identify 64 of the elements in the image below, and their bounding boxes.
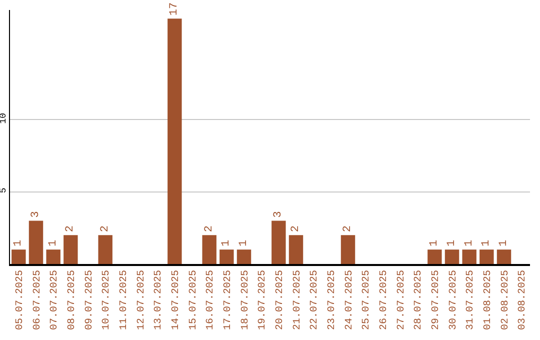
data-label: 3 <box>272 211 285 218</box>
bar <box>202 235 216 264</box>
x-tick-label: 28.07.2025 <box>414 270 425 330</box>
x-tick-label: 19.07.2025 <box>258 270 269 330</box>
x-tick-label: 03.08.2025 <box>518 270 529 330</box>
x-tick-label: 12.07.2025 <box>136 270 148 330</box>
data-label: 2 <box>99 226 112 232</box>
x-tick-label: 13.07.2025 <box>154 270 165 330</box>
x-tick-label: 08.07.2025 <box>66 270 78 330</box>
x-tick-label: 16.07.2025 <box>206 270 217 330</box>
data-label: 1 <box>47 240 60 247</box>
bar <box>340 235 356 264</box>
x-tick-label: 23.07.2025 <box>326 270 338 330</box>
bar <box>236 250 252 264</box>
bar <box>46 250 60 264</box>
x-tick-label: 20.07.2025 <box>274 270 286 330</box>
x-tick-label: 30.07.2025 <box>448 270 460 330</box>
data-label: 2 <box>203 226 216 232</box>
bar <box>98 235 112 264</box>
x-tick-label: 25.07.2025 <box>362 270 373 330</box>
bar <box>496 250 512 264</box>
x-tick-label: 22.07.2025 <box>310 270 321 330</box>
bar <box>220 250 234 264</box>
x-tick-label: 17.07.2025 <box>222 270 234 330</box>
data-label: 17 <box>168 2 181 16</box>
data-label: 2 <box>342 226 354 232</box>
data-label: 1 <box>12 240 25 247</box>
x-tick-label: 10.07.2025 <box>102 270 113 330</box>
x-tick-label: 15.07.2025 <box>188 270 200 330</box>
data-label: 1 <box>498 240 510 247</box>
x-tick-label: 29.07.2025 <box>430 270 442 330</box>
x-tick-label: 31.07.2025 <box>466 270 477 330</box>
x-tick-label: 09.07.2025 <box>84 270 96 330</box>
data-label: 1 <box>238 240 250 247</box>
x-tick-label: 07.07.2025 <box>50 270 61 330</box>
x-tick-label: 24.07.2025 <box>344 270 356 330</box>
bar <box>288 235 304 264</box>
bar <box>12 250 26 264</box>
bar <box>168 18 182 264</box>
x-tick-label: 02.08.2025 <box>500 270 512 330</box>
bar <box>64 235 78 264</box>
x-tick-label: 21.07.2025 <box>292 270 304 330</box>
data-label: 1 <box>463 240 476 247</box>
bar <box>28 220 44 264</box>
data-label: 3 <box>30 211 42 218</box>
x-tick-label: 05.07.2025 <box>14 270 26 330</box>
bar <box>444 250 460 264</box>
data-label: 2 <box>64 226 77 232</box>
data-label: 1 <box>220 240 233 247</box>
x-tick-label: 06.07.2025 <box>32 270 44 330</box>
x-tick-label: 18.07.2025 <box>240 270 252 330</box>
x-tick-label: 27.07.2025 <box>396 270 408 330</box>
bar <box>462 250 476 264</box>
data-label: 1 <box>428 240 441 247</box>
bar <box>428 250 442 264</box>
data-label: 1 <box>480 240 493 247</box>
x-tick-label: 26.07.2025 <box>378 270 390 330</box>
x-tick-label: 14.07.2025 <box>170 270 182 330</box>
data-label: 2 <box>290 226 302 232</box>
x-tick-label: 01.08.2025 <box>482 270 494 330</box>
x-tick-label: 11.07.2025 <box>118 270 130 330</box>
bar <box>480 250 494 264</box>
bar <box>272 220 286 264</box>
data-label: 1 <box>446 240 458 247</box>
